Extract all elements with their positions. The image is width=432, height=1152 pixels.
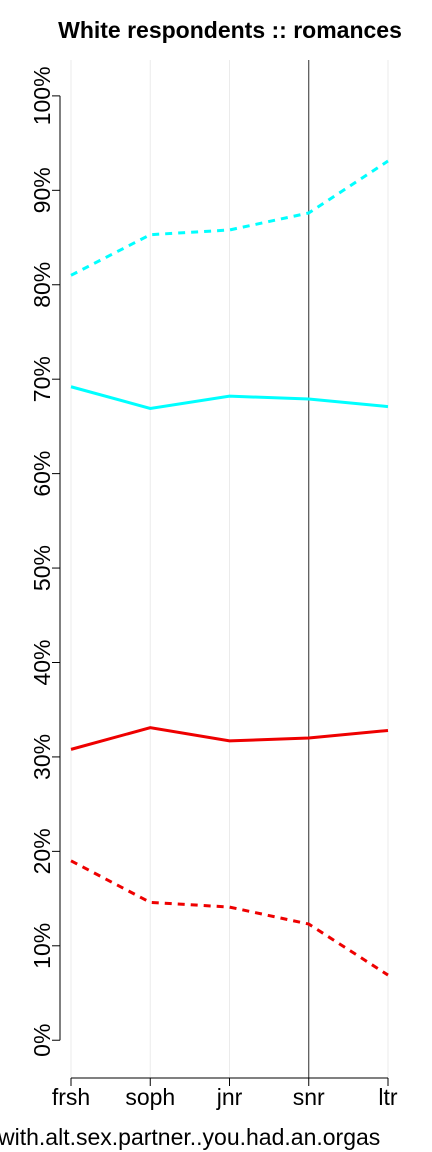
y-tick-label: 80%	[29, 262, 55, 308]
series-line	[70, 726, 389, 751]
x-tick-label: soph	[125, 1084, 175, 1110]
chart-title: White respondents :: romances	[58, 17, 402, 43]
y-tick-label: 20%	[29, 828, 55, 874]
y-tick-label: 0%	[29, 1024, 55, 1057]
y-tick-label: 90%	[29, 167, 55, 213]
y-tick-label: 60%	[29, 451, 55, 497]
y-tick-label: 10%	[29, 923, 55, 969]
y-tick-label: 40%	[29, 639, 55, 685]
series-line	[70, 385, 389, 410]
x-tick-label: jnr	[216, 1084, 243, 1110]
y-tick-label: 70%	[29, 356, 55, 402]
y-tick-label: 30%	[29, 734, 55, 780]
y-tick-label: 50%	[29, 545, 55, 591]
y-tick-label: 100%	[29, 66, 55, 125]
x-tick-label: snr	[293, 1084, 325, 1110]
x-tick-label: frsh	[52, 1084, 90, 1110]
x-tick-label: ltr	[378, 1084, 398, 1110]
x-axis-label: with.alt.sex.partner..you.had.an.orgas	[0, 1124, 380, 1150]
